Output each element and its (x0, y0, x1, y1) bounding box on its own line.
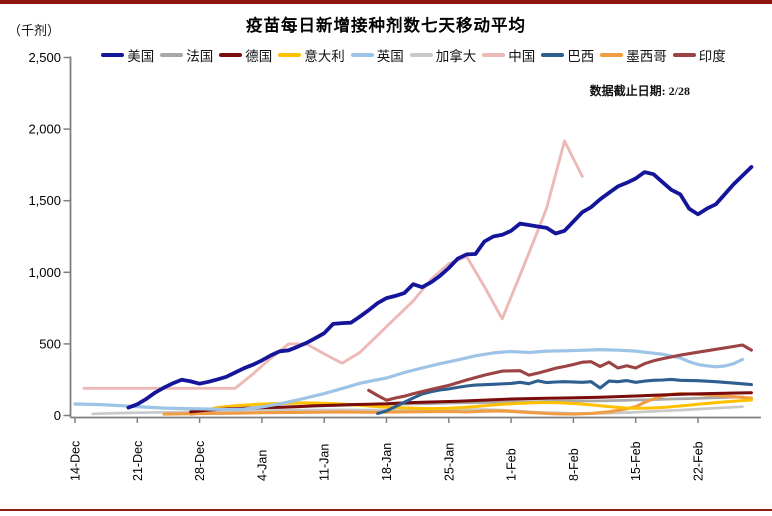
legend-item-italy: 意大利 (278, 45, 345, 65)
series-line-india (367, 343, 753, 402)
x-tick-label: 15-Feb (629, 441, 643, 481)
legend-swatch-us (101, 53, 125, 57)
legend-label-us: 美国 (127, 49, 155, 64)
x-tick-label: 8-Feb (567, 448, 581, 481)
y-tick-label: 1,500 (28, 193, 61, 208)
legend-label-brazil: 巴西 (567, 49, 595, 64)
legend-label-germany: 德国 (245, 49, 273, 64)
legend-swatch-india (672, 53, 696, 57)
legend-label-uk: 英国 (376, 49, 404, 64)
y-tick-label: 2,500 (28, 50, 61, 65)
top-accent-bar (0, 0, 772, 4)
series-line-china (82, 139, 584, 390)
x-tick-label: 14-Dec (69, 441, 83, 481)
legend-swatch-canada (409, 53, 433, 57)
legend-label-italy: 意大利 (304, 49, 345, 64)
chart-title: 疫苗每日新增接种剂数七天移动平均 (246, 16, 526, 35)
legend-item-germany: 德国 (219, 45, 272, 65)
legend-item-mexico: 墨西哥 (600, 45, 667, 65)
y-tick-label: 0 (54, 408, 61, 423)
legend-swatch-mexico (600, 53, 624, 57)
x-tick-label: 18-Jan (380, 443, 394, 481)
legend-item-china: 中国 (482, 45, 535, 65)
x-tick-label: 28-Dec (193, 441, 207, 481)
data-cutoff-note: 数据截止日期: 2/28 (589, 84, 690, 98)
legend-item-brazil: 巴西 (541, 45, 594, 65)
x-tick-label: 21-Dec (131, 441, 145, 481)
legend-item-canada: 加拿大 (409, 45, 477, 65)
series-line-uk (73, 348, 745, 412)
series-line-germany (189, 391, 753, 414)
x-tick-label: 1-Feb (505, 448, 519, 481)
legend-item-uk: 英国 (350, 45, 404, 65)
legend-swatch-uk (350, 53, 374, 57)
legend-swatch-china (482, 53, 506, 57)
bottom-rule (0, 509, 772, 511)
x-tick-label: 11-Jan (318, 444, 332, 481)
x-tick-label: 4-Jan (255, 450, 269, 481)
series-line-us (126, 165, 754, 410)
legend-label-india: 印度 (698, 49, 726, 64)
y-tick-label: 1,000 (28, 265, 61, 280)
legend-swatch-italy (278, 53, 302, 57)
series-line-italy (198, 398, 753, 413)
y-axis-unit-label: （千剂） (8, 23, 61, 38)
y-tick-label: 500 (39, 336, 61, 351)
x-tick-label: 25-Jan (442, 443, 456, 481)
y-tick-label: 2,000 (28, 122, 61, 137)
legend-item-india: 印度 (672, 45, 726, 65)
legend-label-france: 法国 (186, 49, 214, 64)
legend-item-france: 法国 (160, 45, 213, 65)
legend-label-china: 中国 (508, 49, 536, 64)
legend-label-mexico: 墨西哥 (626, 49, 667, 64)
chart-legend: 美国 法国 德国 意大利 英国 加拿大 中国 巴西 墨西哥 印度 (55, 46, 772, 64)
legend-label-canada: 加拿大 (435, 49, 477, 64)
legend-item-us: 美国 (101, 45, 154, 65)
series-line-brazil (376, 377, 753, 416)
x-tick-label: 22-Feb (692, 441, 706, 481)
legend-swatch-france (160, 53, 184, 57)
legend-swatch-germany (219, 53, 243, 57)
legend-swatch-brazil (541, 53, 565, 57)
